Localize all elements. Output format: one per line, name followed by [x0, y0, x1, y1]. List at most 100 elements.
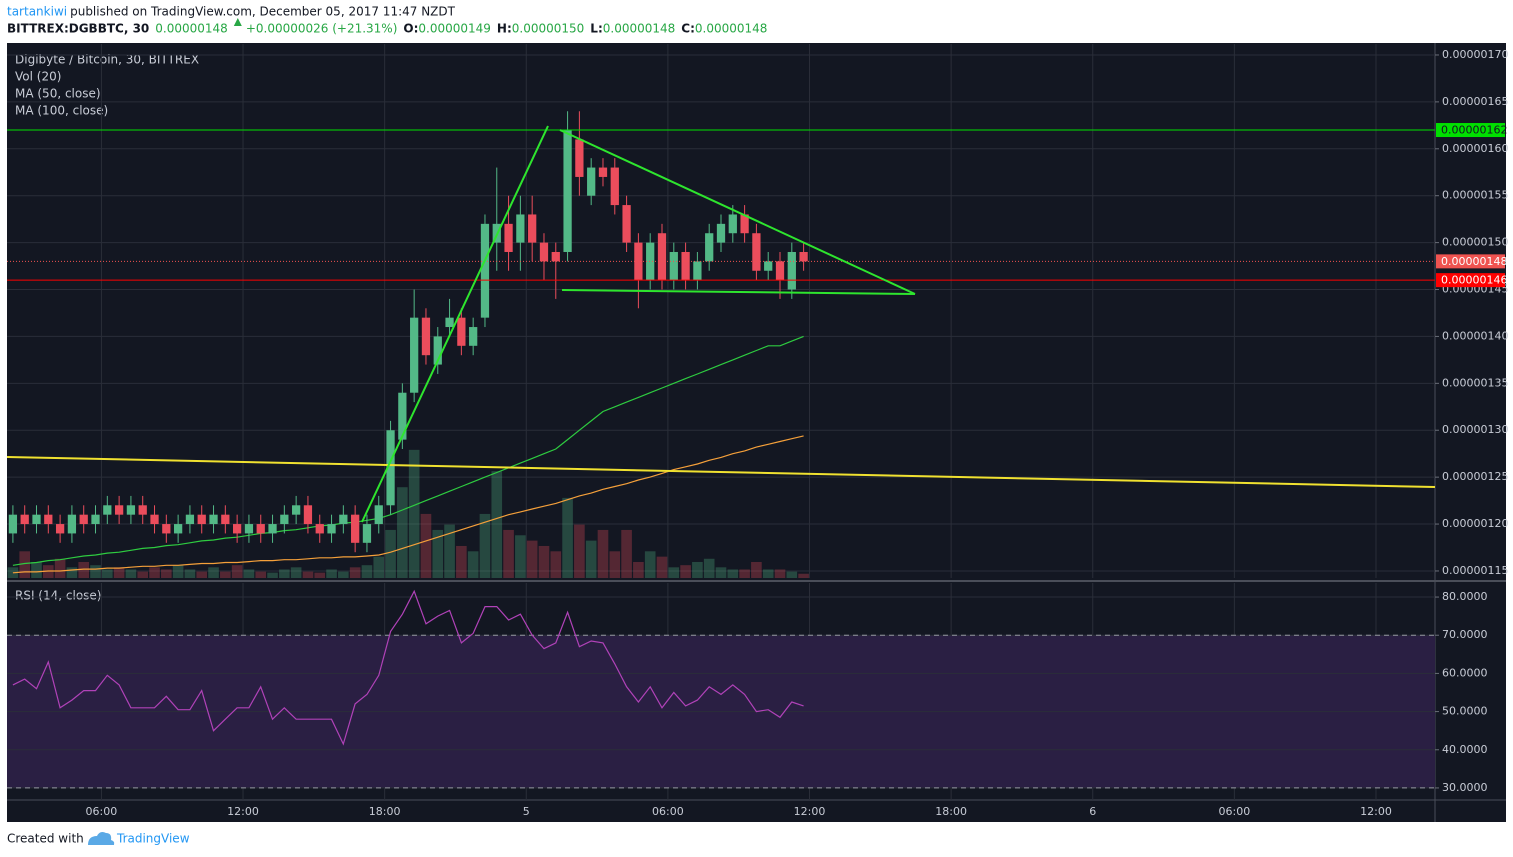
footer-brand[interactable]: TradingView [116, 832, 190, 846]
candle-body [516, 214, 525, 243]
volume-bar [31, 561, 42, 578]
y-tick-label: 0.00000130 [1442, 423, 1508, 436]
ohlc-key: H: [497, 22, 512, 36]
volume-legend: Vol (20) [15, 70, 61, 84]
ohlc-value: 0.00000148 [603, 22, 676, 36]
volume-bar [692, 561, 703, 578]
volume-bar [149, 567, 160, 578]
x-tick-label: 12:00 [227, 805, 259, 818]
candle-body [433, 336, 442, 365]
volume-bar [90, 565, 101, 578]
volume-bar [231, 565, 243, 578]
volume-bar [762, 569, 774, 578]
last-price: 0.00000148 [155, 22, 228, 36]
candle-body [728, 214, 737, 234]
volume-bar [267, 572, 278, 578]
price-legend: Digibyte / Bitcoin, 30, BITTREX [15, 53, 199, 67]
candle-body [197, 514, 206, 525]
candle-body [563, 130, 572, 252]
candle-body [339, 514, 348, 525]
candle-body [705, 233, 714, 262]
candle-body [44, 514, 53, 525]
volume-bar [279, 569, 290, 578]
x-tick-label: 06:00 [1219, 805, 1251, 818]
y-tick-label: 60.0000 [1442, 666, 1488, 679]
volume-bar [633, 561, 644, 578]
author[interactable]: tartankiwi [7, 5, 67, 19]
candle-body [244, 524, 254, 534]
candle-body [575, 139, 584, 177]
volume-bar [314, 572, 326, 578]
symbol: BITTREX:DGBBTC, 30 [7, 22, 149, 36]
candle-body [787, 251, 796, 290]
y-tick-label: 0.00000170 [1442, 48, 1508, 61]
volume-bar [526, 540, 538, 578]
volume-bar [102, 569, 113, 578]
candle-body [67, 514, 77, 534]
trend-line [561, 289, 916, 295]
volume-bar [786, 571, 798, 578]
x-tick-label: 06:00 [652, 805, 684, 818]
volume-bar [161, 569, 172, 578]
trend-line [361, 125, 549, 523]
volume-bar [562, 497, 573, 578]
candle-body [79, 514, 88, 525]
x-tick-label: 12:00 [1360, 805, 1392, 818]
volume-bar [349, 567, 361, 578]
candle-body [150, 514, 159, 525]
candle-body [114, 505, 124, 515]
ohlc-readout: O: 0.00000149 H: 0.00000150 L: 0.00000148 C: 0.… [403, 22, 767, 36]
volume-bar [585, 540, 597, 578]
candle-body [315, 524, 324, 534]
volume-bar [515, 535, 526, 578]
volume-bar [290, 567, 302, 578]
x-tick-label: 6 [1089, 805, 1096, 818]
footer-text: Created with [7, 832, 84, 846]
volume-bar [19, 551, 31, 578]
candle-body [445, 317, 454, 328]
volume-bar [78, 561, 90, 578]
volume-bar [798, 573, 809, 578]
volume-bar [220, 571, 231, 578]
candle-body [8, 514, 18, 534]
trend-line [6, 456, 1436, 488]
price-change: +0.00000026 (+21.31%) [246, 22, 398, 36]
rsi-line [12, 589, 804, 746]
volume-bar [597, 529, 609, 578]
volume-bar [621, 529, 632, 578]
volume-bar [550, 551, 562, 578]
candle-body [421, 317, 431, 356]
volume-bar [467, 551, 479, 578]
candle-body [138, 505, 147, 515]
price-level-tag [1436, 254, 1505, 269]
volume-bar [255, 571, 267, 578]
candle-body [292, 505, 301, 515]
volume-bar [385, 529, 396, 578]
candle-body [752, 233, 761, 271]
y-tick-label: 0.00000125 [1442, 470, 1508, 483]
candle-body [528, 214, 537, 243]
y-tick-label: 80.0000 [1442, 590, 1488, 603]
x-tick-label: 06:00 [86, 805, 118, 818]
volume-bar [739, 569, 750, 578]
volume-bar [361, 565, 373, 578]
volume-bar [432, 529, 444, 578]
price-level-label: 0.00000146 [1441, 274, 1507, 287]
volume-bar [538, 545, 550, 578]
y-tick-label: 0.00000135 [1442, 376, 1508, 389]
moving-average-line [12, 335, 804, 566]
ma100-legend: MA (100, close) [15, 104, 108, 118]
volume-bar [172, 565, 184, 578]
volume-bar [302, 571, 314, 578]
candle-body [775, 261, 785, 281]
volume-bar [243, 569, 255, 578]
candle-body [740, 214, 749, 234]
published-note: published on TradingView.com, December 0… [70, 5, 456, 19]
y-tick-label: 70.0000 [1442, 628, 1488, 641]
y-tick-label: 0.00000165 [1442, 95, 1508, 108]
volume-bar [703, 558, 715, 578]
candle-body [303, 505, 313, 525]
candle-body [610, 167, 619, 206]
x-tick-label: 18:00 [369, 805, 401, 818]
y-tick-label: 0.00000160 [1442, 142, 1508, 155]
